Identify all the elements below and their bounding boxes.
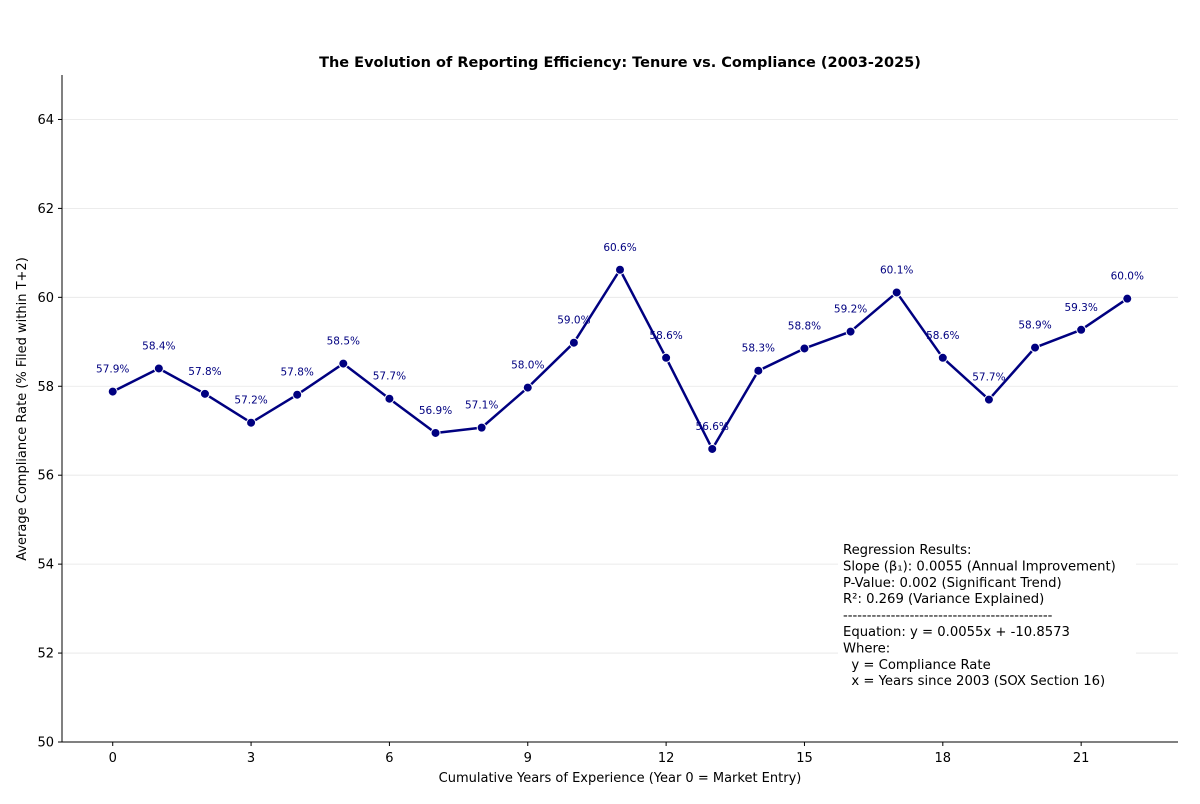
y-tick-label: 50: [37, 736, 54, 751]
chart-title: The Evolution of Reporting Efficiency: T…: [319, 55, 921, 71]
data-point: [153, 363, 164, 374]
data-label: 58.6%: [926, 330, 959, 342]
y-tick-label: 52: [37, 647, 54, 662]
data-point: [430, 427, 441, 438]
series-line: [112, 268, 1128, 451]
data-label: 58.8%: [788, 320, 821, 332]
data-point: [753, 365, 764, 376]
data-label: 57.1%: [465, 400, 498, 412]
data-point: [983, 394, 994, 405]
y-tick-label: 54: [37, 558, 54, 573]
data-label: 57.9%: [96, 364, 129, 376]
data-point: [384, 393, 395, 404]
data-point: [661, 352, 672, 363]
annotation-line: Equation: y = 0.0055x + -10.8573: [843, 625, 1070, 640]
data-point: [107, 386, 118, 397]
data-point: [338, 358, 349, 369]
data-label: 58.6%: [649, 330, 682, 342]
data-label: 60.1%: [880, 264, 913, 276]
x-tick-label: 9: [524, 751, 532, 766]
annotation-line: Slope (β₁): 0.0055 (Annual Improvement): [843, 559, 1116, 574]
data-point: [1030, 342, 1041, 353]
annotation-line: y = Compliance Rate: [843, 658, 991, 673]
annotation-line: P-Value: 0.002 (Significant Trend): [843, 576, 1062, 591]
annotation-line: ----------------------------------------…: [843, 609, 1053, 624]
data-point: [1076, 324, 1087, 335]
data-label: 60.0%: [1111, 271, 1144, 283]
y-tick-label: 58: [37, 380, 54, 395]
y-tick-label: 64: [37, 113, 54, 128]
data-point: [476, 422, 487, 433]
data-point: [246, 417, 257, 428]
x-tick-label: 6: [385, 751, 393, 766]
data-label: 58.0%: [511, 360, 544, 372]
data-label: 57.7%: [972, 372, 1005, 384]
data-label: 58.4%: [142, 340, 175, 352]
annotation-line: x = Years since 2003 (SOX Section 16): [843, 674, 1105, 689]
data-point: [1122, 293, 1133, 304]
data-point: [615, 264, 625, 275]
data-label: 57.2%: [234, 395, 267, 407]
x-tick-label: 3: [247, 751, 255, 766]
x-tick-label: 21: [1073, 751, 1090, 766]
data-label: 58.3%: [742, 343, 775, 355]
data-point: [292, 389, 303, 400]
data-point: [707, 443, 718, 454]
x-axis-label: Cumulative Years of Experience (Year 0 =…: [439, 771, 802, 786]
x-tick-label: 18: [935, 751, 952, 766]
data-label: 59.3%: [1064, 302, 1097, 314]
data-point: [199, 388, 210, 399]
y-tick-label: 62: [37, 202, 54, 217]
annotation-line: Where:: [843, 641, 890, 656]
y-axis-label: Average Compliance Rate (% Filed within …: [15, 257, 30, 561]
data-label: 58.9%: [1018, 320, 1051, 332]
data-label: 59.0%: [557, 315, 590, 327]
data-label: 57.8%: [281, 367, 314, 379]
data-label: 59.2%: [834, 304, 867, 316]
data-point: [891, 287, 902, 298]
data-point: [522, 382, 533, 393]
x-tick-label: 0: [109, 751, 117, 766]
data-label: 56.9%: [419, 405, 452, 417]
data-point: [568, 337, 579, 348]
y-tick-label: 56: [37, 469, 54, 484]
y-tick-label: 60: [37, 291, 54, 306]
x-tick-label: 12: [658, 751, 675, 766]
data-label: 58.5%: [327, 336, 360, 348]
x-tick-label: 15: [796, 751, 813, 766]
data-label: 60.6%: [603, 242, 636, 254]
data-label: 57.7%: [373, 371, 406, 383]
data-label: 57.8%: [188, 366, 221, 378]
data-point: [799, 343, 810, 354]
annotation-line: Regression Results:: [843, 543, 971, 558]
annotation-box: [838, 538, 1136, 690]
data-label: 56.6%: [696, 421, 729, 433]
data-point: [845, 326, 856, 337]
data-point: [937, 352, 948, 363]
annotation-line: R²: 0.269 (Variance Explained): [843, 592, 1044, 607]
